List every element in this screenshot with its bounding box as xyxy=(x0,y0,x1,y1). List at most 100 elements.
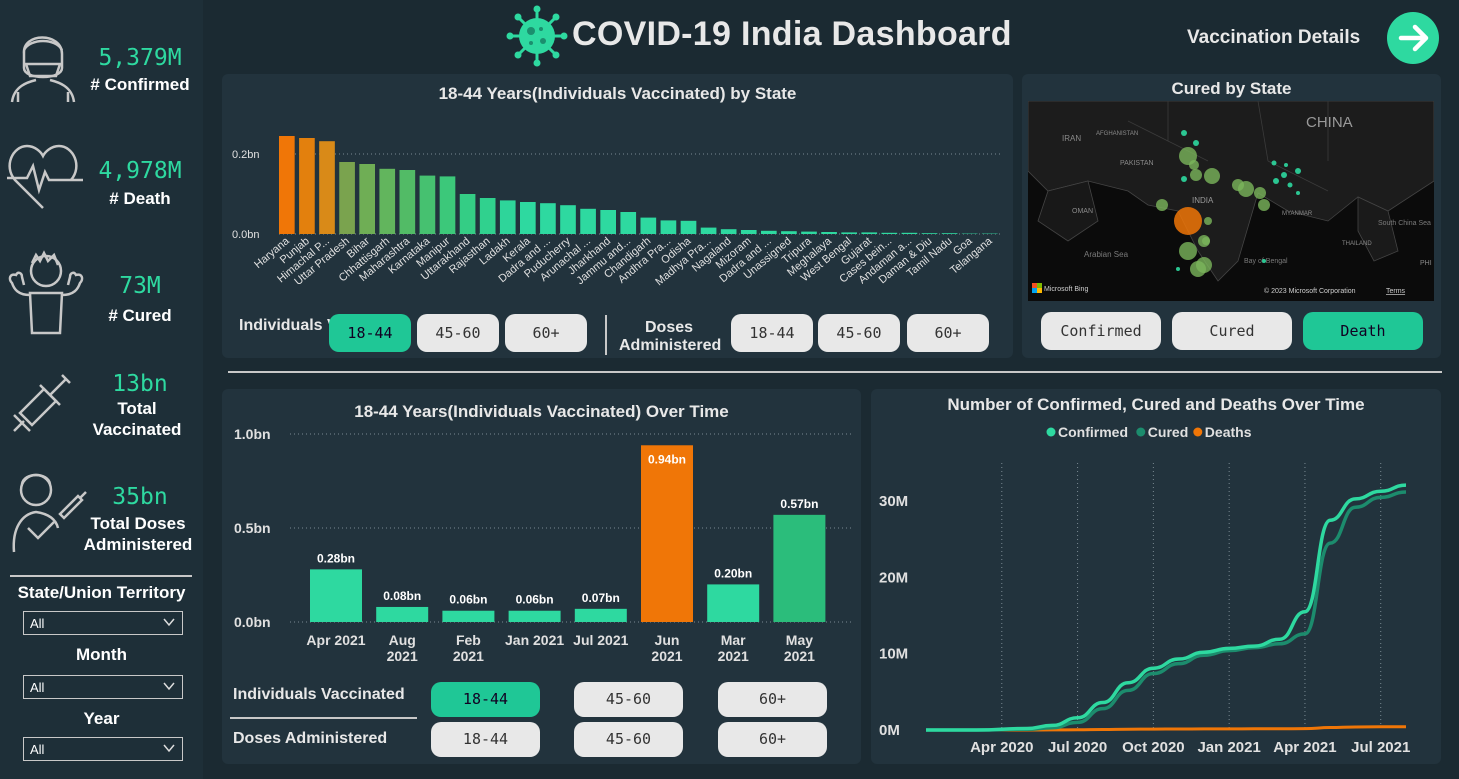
map-death-button[interactable]: Death xyxy=(1303,312,1423,350)
y-tick-label: 0.0bn xyxy=(232,229,260,241)
legend-marker xyxy=(1046,427,1056,437)
x-tick-label: Jul 2021 xyxy=(573,632,628,648)
bar xyxy=(921,233,938,234)
bar xyxy=(439,176,456,234)
state-individuals-60-plus-button[interactable]: 60+ xyxy=(505,314,587,352)
chevron-down-icon xyxy=(163,682,175,691)
map-brand: Microsoft Bing xyxy=(1044,286,1088,293)
state-doses-60-plus-button[interactable]: 60+ xyxy=(907,314,989,352)
filter-state-title: State/Union Territory xyxy=(17,583,186,602)
time-bar-panel: 18-44 Years(Individuals Vaccinated) Over… xyxy=(222,389,861,764)
sidebar-divider xyxy=(10,575,192,577)
x-tick-label: Apr 2021 xyxy=(306,632,365,648)
time-doses-18-44-button[interactable]: 18-44 xyxy=(431,722,540,757)
filter-month-title: Month xyxy=(76,645,127,664)
state-dropdown-value: All xyxy=(30,616,45,631)
map-label-pakistan: PAKISTAN xyxy=(1120,160,1154,167)
bar xyxy=(339,162,355,234)
bar xyxy=(640,217,657,234)
x-tick-label: Mar xyxy=(721,632,746,648)
x-tick-label: 2021 xyxy=(651,648,682,664)
y-tick-label: 10M xyxy=(879,646,908,663)
map-terms-link[interactable]: Terms xyxy=(1386,288,1406,295)
legend-label: Confirmed xyxy=(1058,424,1128,440)
chevron-down-icon xyxy=(163,744,175,753)
vaccination-details-button[interactable] xyxy=(1387,12,1439,64)
x-tick-label: May xyxy=(786,632,813,648)
x-tick-label: Jun xyxy=(655,632,680,648)
x-tick-label: 2021 xyxy=(784,648,815,664)
state-dropdown[interactable]: All xyxy=(23,611,183,635)
time-doses-45-60-button[interactable]: 45-60 xyxy=(574,722,683,757)
bar xyxy=(560,205,576,234)
state-individuals-18-44-button[interactable]: 18-44 xyxy=(329,314,411,352)
map-panel: Cured by State CHINA IRAN AFGHANISTAN PA… xyxy=(1022,74,1441,358)
map-label-south-china-sea: South China Sea xyxy=(1378,220,1431,227)
bar xyxy=(881,232,898,234)
x-tick-label: Jan 2021 xyxy=(1197,739,1260,756)
bar xyxy=(376,606,429,622)
time-individuals-60-plus-button[interactable]: 60+ xyxy=(718,682,827,717)
doses-administered-label: Doses Administered xyxy=(233,730,388,747)
x-tick-label: 2021 xyxy=(453,648,484,664)
panel-title: 18-44 Years(Individuals Vaccinated) by S… xyxy=(438,84,797,103)
india-map[interactable]: CHINA IRAN AFGHANISTAN PAKISTAN INDIA OM… xyxy=(1028,101,1434,301)
kpi-label: Total Vaccinated xyxy=(92,399,182,439)
bar xyxy=(600,210,616,234)
x-tick-label: Oct 2020 xyxy=(1122,739,1185,756)
section-divider xyxy=(228,371,1442,373)
sidebar: 5,379M # Confirmed 4,978M # Death 73M # … xyxy=(0,0,203,779)
heartbeat-icon xyxy=(7,144,83,209)
kpi-value: 73M xyxy=(119,273,161,299)
map-label-india: INDIA xyxy=(1192,196,1214,205)
kpi-total-vaccinated: 13bn Total Vaccinated xyxy=(0,365,203,445)
vaccinated-person-icon xyxy=(12,473,87,553)
bar xyxy=(841,232,857,234)
x-tick-label: Apr 2020 xyxy=(970,739,1033,756)
bar xyxy=(660,220,677,234)
bar xyxy=(641,445,693,622)
bar xyxy=(801,231,817,234)
month-dropdown[interactable]: All xyxy=(23,675,183,699)
bar xyxy=(781,231,797,234)
virus-icon xyxy=(506,5,568,67)
data-label: 0.20bn xyxy=(714,566,752,580)
series-line xyxy=(926,490,1407,732)
doses-administered-label: Doses Administered xyxy=(619,319,722,354)
y-tick-label: 0.0bn xyxy=(234,614,271,630)
year-dropdown[interactable]: All xyxy=(23,737,183,761)
page-title: COVID-19 India Dashboard xyxy=(572,15,1012,53)
bar xyxy=(707,584,760,622)
time-individuals-18-44-button[interactable]: 18-44 xyxy=(431,682,540,717)
bar xyxy=(700,227,717,234)
y-tick-label: 1.0bn xyxy=(234,426,271,442)
state-doses-45-60-button[interactable]: 45-60 xyxy=(818,314,900,352)
map-label-oman: OMAN xyxy=(1072,208,1093,215)
state-doses-18-44-button[interactable]: 18-44 xyxy=(731,314,813,352)
kpi-value: 4,978M xyxy=(98,158,182,184)
y-tick-label: 0.5bn xyxy=(234,520,271,536)
map-cured-button[interactable]: Cured xyxy=(1172,312,1292,350)
strong-person-icon xyxy=(8,250,84,335)
map-confirmed-button[interactable]: Confirmed xyxy=(1041,312,1161,350)
masked-person-icon xyxy=(10,36,76,103)
y-tick-label: 0M xyxy=(879,722,900,739)
legend-marker xyxy=(1136,427,1146,437)
y-tick-label: 20M xyxy=(879,569,908,586)
bar xyxy=(901,232,918,234)
map-label-myanmar: MYANMAR xyxy=(1282,211,1313,217)
time-individuals-45-60-button[interactable]: 45-60 xyxy=(574,682,683,717)
bar xyxy=(740,230,757,234)
time-doses-60-plus-button[interactable]: 60+ xyxy=(718,722,827,757)
bar xyxy=(279,136,295,234)
kpi-value: 5,379M xyxy=(98,45,182,71)
bar xyxy=(379,168,396,234)
kpi-label: # Cured xyxy=(108,306,172,325)
bar xyxy=(459,194,476,234)
bar xyxy=(479,198,496,234)
state-individuals-45-60-button[interactable]: 45-60 xyxy=(417,314,499,352)
vaccination-details-link[interactable]: Vaccination Details xyxy=(1187,27,1361,48)
month-dropdown-value: All xyxy=(30,680,45,695)
